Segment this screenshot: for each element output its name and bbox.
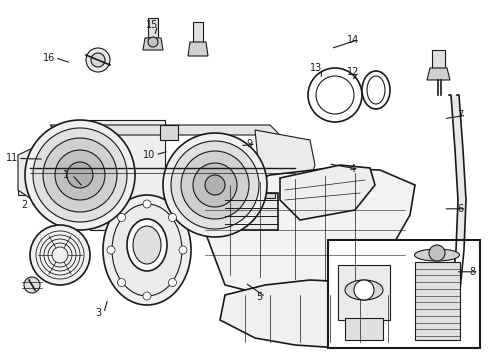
Polygon shape bbox=[18, 140, 55, 205]
Ellipse shape bbox=[367, 76, 385, 104]
Polygon shape bbox=[90, 120, 165, 230]
Circle shape bbox=[55, 150, 105, 200]
Polygon shape bbox=[220, 280, 415, 348]
Text: 4: 4 bbox=[350, 164, 356, 174]
Circle shape bbox=[30, 225, 90, 285]
Polygon shape bbox=[427, 68, 450, 80]
Text: 6: 6 bbox=[458, 204, 464, 214]
Text: 7: 7 bbox=[458, 110, 464, 120]
Circle shape bbox=[171, 141, 259, 229]
Text: 13: 13 bbox=[310, 63, 322, 73]
Polygon shape bbox=[228, 193, 275, 198]
Polygon shape bbox=[432, 50, 445, 68]
Polygon shape bbox=[193, 22, 203, 42]
Polygon shape bbox=[148, 18, 158, 38]
Text: 10: 10 bbox=[144, 150, 156, 160]
Text: 1: 1 bbox=[63, 170, 69, 180]
Ellipse shape bbox=[133, 226, 161, 264]
Polygon shape bbox=[55, 125, 73, 140]
Ellipse shape bbox=[103, 195, 191, 305]
Ellipse shape bbox=[345, 280, 383, 300]
Circle shape bbox=[193, 163, 237, 207]
Polygon shape bbox=[18, 185, 305, 195]
Text: 8: 8 bbox=[470, 267, 476, 277]
Ellipse shape bbox=[112, 204, 182, 296]
Circle shape bbox=[33, 128, 127, 222]
Circle shape bbox=[67, 162, 93, 188]
Polygon shape bbox=[160, 125, 178, 140]
Polygon shape bbox=[280, 165, 375, 220]
Bar bbox=[338, 265, 390, 320]
Circle shape bbox=[86, 48, 110, 72]
Circle shape bbox=[181, 151, 249, 219]
Circle shape bbox=[429, 245, 445, 261]
Circle shape bbox=[169, 213, 176, 221]
Text: 9: 9 bbox=[247, 139, 253, 149]
Text: 12: 12 bbox=[346, 67, 359, 77]
Ellipse shape bbox=[415, 249, 460, 261]
Ellipse shape bbox=[362, 71, 390, 109]
Circle shape bbox=[354, 280, 374, 300]
Text: 2: 2 bbox=[22, 200, 27, 210]
Circle shape bbox=[179, 246, 187, 254]
Circle shape bbox=[143, 292, 151, 300]
Polygon shape bbox=[188, 42, 208, 56]
Bar bbox=[345, 318, 383, 340]
Circle shape bbox=[43, 138, 117, 212]
Polygon shape bbox=[143, 38, 163, 50]
Polygon shape bbox=[195, 168, 415, 295]
Polygon shape bbox=[448, 95, 466, 300]
Circle shape bbox=[118, 279, 125, 287]
Text: 15: 15 bbox=[146, 20, 158, 30]
Circle shape bbox=[118, 213, 125, 221]
Circle shape bbox=[91, 53, 105, 67]
Circle shape bbox=[316, 76, 354, 114]
Text: 11: 11 bbox=[6, 153, 19, 163]
Circle shape bbox=[205, 175, 225, 195]
Text: 16: 16 bbox=[43, 53, 55, 63]
Circle shape bbox=[148, 37, 158, 47]
Polygon shape bbox=[225, 193, 278, 230]
Circle shape bbox=[163, 133, 267, 237]
Polygon shape bbox=[255, 130, 315, 195]
Text: 3: 3 bbox=[95, 308, 101, 318]
Circle shape bbox=[308, 68, 362, 122]
Bar bbox=[415, 262, 460, 340]
Circle shape bbox=[107, 246, 115, 254]
Ellipse shape bbox=[127, 219, 167, 271]
Text: 14: 14 bbox=[347, 35, 359, 45]
Circle shape bbox=[143, 200, 151, 208]
Circle shape bbox=[24, 277, 40, 293]
Polygon shape bbox=[50, 125, 280, 135]
Circle shape bbox=[25, 120, 135, 230]
Bar bbox=[328, 240, 480, 348]
Circle shape bbox=[169, 279, 176, 287]
Text: 5: 5 bbox=[257, 292, 263, 302]
